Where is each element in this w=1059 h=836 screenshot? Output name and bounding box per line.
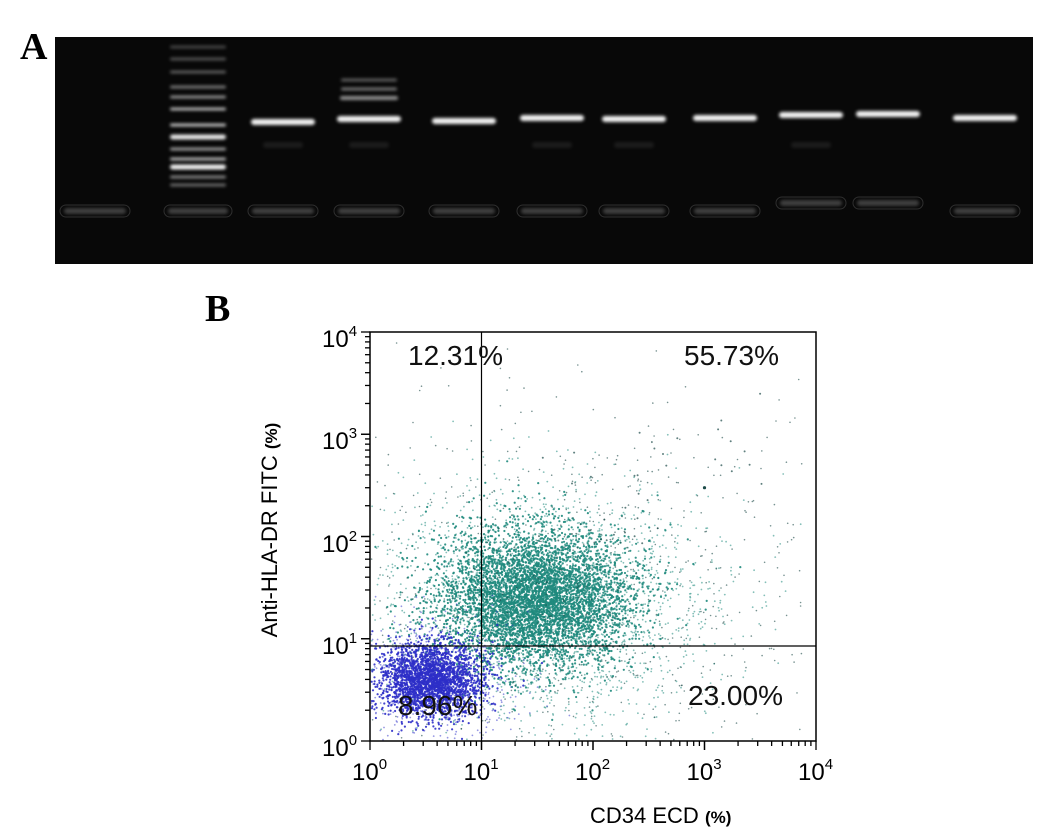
gel-band-bottom [694,208,756,214]
gel-band-main [602,116,666,122]
gel-band-bottom [521,208,583,214]
ladder-band [170,57,226,61]
gel-band-bottom [252,208,314,214]
y-tick-label: 104 [322,323,358,353]
y-tick-label: 100 [322,732,358,762]
gel-band-main [337,116,401,122]
gel-smear [614,142,654,148]
gel-band-bottom [64,208,126,214]
quadrant-upper-left-percent: 12.31% [408,340,503,371]
gel-smear [532,142,572,148]
ladder-band [170,95,226,99]
ladder-band [170,164,226,170]
y-tick-label: 102 [322,527,358,558]
gel-band-bottom [954,208,1016,214]
ladder-band [170,45,226,49]
gel-band-extra [341,87,397,91]
gel-band-extra [340,96,398,100]
gel-band-bottom [168,208,228,214]
quadrant-lower-right-percent: 23.00% [688,680,783,711]
gel-bands [59,45,1021,218]
x-axis-title: CD34 ECD (%) [590,805,731,827]
y-axis-title: Anti-HLA-DR FITC (%) [257,422,282,638]
gel-band-bottom [603,208,665,214]
gel-smear [349,142,389,148]
ladder-band [170,183,226,187]
gel-band-main [856,111,920,117]
y-tick-label: 101 [322,629,358,660]
quadrant-lower-left-percent: 8.96% [398,690,478,721]
flow-plot-canvas [361,331,817,750]
gel-electrophoresis-image: BMN12345678 [55,37,1033,264]
ladder-band [170,123,226,127]
ladder-band [170,107,226,111]
ladder-band [170,134,226,140]
gel-band-main [432,118,496,124]
panel-b-label: B [205,288,231,330]
y-axis-title-unit: (%) [262,422,281,450]
gel-band-main [779,112,843,118]
x-tick-label: 104 [798,756,834,786]
gel-band-extra [341,78,397,82]
y-tick-label: 103 [322,425,358,456]
gel-band-main [693,115,757,121]
ladder-band [170,157,226,161]
panel-a-label: A [20,26,48,68]
gel-band-bottom [857,200,919,206]
gel-band-main [520,115,584,121]
gel-band-bottom [338,208,400,214]
x-tick-label: 101 [463,756,499,786]
event-dots [370,342,803,741]
x-tick-label: 100 [352,756,388,786]
x-tick-label: 103 [686,756,722,786]
gel-smear [791,142,831,148]
x-axis-title-unit: (%) [704,808,732,827]
gel-band-main [251,119,315,125]
y-axis-title-text: Anti-HLA-DR FITC [257,455,282,638]
gel-band-bottom [780,200,842,206]
gel-band-bottom [433,208,495,214]
plot-frame [361,331,817,750]
quadrant-upper-right-percent: 55.73% [684,340,779,371]
gel-smear [263,142,303,148]
ladder-band [170,147,226,151]
x-axis-title-text: CD34 ECD [590,803,699,828]
gel-band-main [953,115,1017,121]
ladder-band [170,175,226,179]
ladder-band [170,85,226,89]
ladder-band [170,70,226,74]
flow-cytometry-plot: 12.31% 55.73% 8.96% 23.00% 100 101 102 103 1… [322,320,840,836]
x-tick-label: 102 [575,756,611,786]
